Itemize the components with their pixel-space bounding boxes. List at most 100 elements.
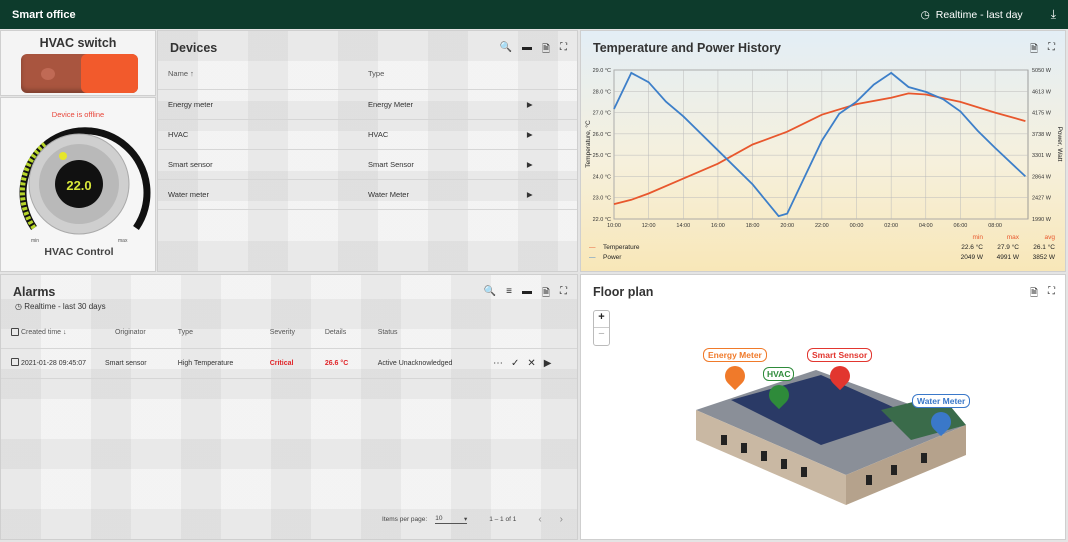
marker-smart-sensor[interactable]: Smart Sensor [807,348,873,391]
building-image [696,370,966,505]
table-row[interactable]: HVAC HVAC ▶ [158,119,577,150]
legend-max-header: max [1006,234,1019,241]
marker-energy-meter[interactable]: Energy Meter [703,348,767,391]
legend-item-power[interactable]: — Power 2049 W 4991 W 3852 W [589,254,1055,261]
y-axis-label: Temperature, °C [584,120,592,168]
table-row[interactable]: Water meter Water Meter ▶ [158,179,577,210]
open-arrow-icon[interactable]: ▶ [516,179,577,210]
chart-svg: 10:00 12:00 14:00 16:00 18:00 20:00 22:00 00:00… [584,68,1063,229]
clock-icon[interactable]: ◷ [920,8,930,21]
search-icon[interactable]: 🔍 [499,42,512,53]
y2-tick-label: 4175 W [1032,111,1052,117]
columns-icon[interactable]: ▬ [521,286,532,297]
floor-plan-widget: Floor plan 🗎 ⛶ + − Energy Meter HVAC Smar… [580,274,1066,540]
hvac-control-widget: Device is offline 22.0 min max HVAC Cont… [0,97,156,272]
col-originator[interactable]: Originator [104,318,168,349]
x-tick-label: 06:00 [954,223,968,229]
y2-tick-label: 2427 W [1032,196,1052,202]
y2-tick-label: 2864 W [1032,174,1052,180]
col-severity[interactable]: Severity [259,318,315,349]
y-tick-label: 23.0 °C [593,196,611,202]
y2-tick-label: 5050 W [1032,68,1052,74]
devices-title: Devices [170,41,218,55]
page-size-select[interactable]: 10 ▾ [435,515,468,524]
y2-tick-label: 3301 W [1032,153,1052,159]
floor-plan-title: Floor plan [593,285,654,299]
more-icon[interactable]: ⋯ [493,357,511,369]
x-tick-label: 04:00 [919,223,933,229]
zoom-controls: + − [593,310,610,346]
zoom-in-button[interactable]: + [594,311,609,328]
y2-tick-label: 3738 W [1032,132,1052,138]
legend-item-temperature[interactable]: — Temperature 22.6 °C 27.9 °C 26.1 °C [589,244,1055,251]
columns-icon[interactable]: ▬ [521,42,532,53]
export-icon[interactable]: 🗎 [1029,288,1038,299]
top-bar: Smart office ◷ Realtime - last day ⤓ [0,0,1068,29]
col-name[interactable]: Name ↑ [158,59,358,90]
y-tick-label: 26.0 °C [593,132,611,138]
timewindow-button[interactable]: Realtime - last day [935,8,1023,21]
clock-icon: ◷ [15,302,22,311]
export-icon[interactable]: 🗎 [541,288,550,299]
next-page-button[interactable]: › [559,514,563,525]
table-row[interactable]: Smart sensor Smart Sensor ▶ [158,149,577,180]
lightning-icon [720,361,750,391]
hvac-switch-widget: HVAC switch [0,30,156,96]
zoom-out-button[interactable]: − [598,328,605,340]
legend-avg-header: avg [1044,234,1055,241]
x-tick-label: 14:00 [676,223,690,229]
open-arrow-icon[interactable]: ▶ [516,119,577,150]
marker-hvac[interactable]: HVAC [763,367,795,410]
open-arrow-icon[interactable]: ▶ [543,357,560,369]
fullscreen-icon[interactable]: ⛶ [1048,42,1055,53]
marker-water-meter[interactable]: Water Meter [912,394,971,437]
dial-min-label: min [31,238,40,244]
series-line-power [613,71,1027,218]
chart-title: Temperature and Power History [593,41,782,55]
hvac-switch-title: HVAC switch [39,36,117,50]
x-tick-label: 02:00 [884,223,898,229]
dashboard-title: Smart office [12,8,76,21]
clear-icon[interactable]: ✕ [527,357,544,369]
open-arrow-icon[interactable]: ▶ [516,149,577,180]
alarms-table: Created time ↓ Originator Type Severity … [1,318,577,379]
col-type[interactable]: Type [358,59,517,90]
table-row[interactable]: Energy meter Energy Meter ▶ [158,89,577,120]
fullscreen-icon[interactable]: ⛶ [560,286,567,297]
download-icon[interactable]: ⤓ [1050,7,1056,21]
select-all-checkbox[interactable] [11,327,19,336]
col-type[interactable]: Type [167,318,260,349]
hvac-knob[interactable] [1,116,156,256]
table-row[interactable]: 2021-01-28 09:45:07 Smart sensor High Te… [1,348,577,379]
search-icon[interactable]: 🔍 [483,286,497,297]
alarms-widget: Alarms ◷ Realtime - last 30 days 🔍 ≡ ▬ 🗎 ⛶ C… [0,274,578,540]
open-arrow-icon[interactable]: ▶ [516,89,577,120]
acknowledge-icon[interactable]: ✓ [511,357,528,369]
x-tick-label: 12:00 [642,223,656,229]
history-chart-widget: Temperature and Power History 🗎 ⛶ 10:00 12… [580,30,1066,272]
y-tick-label: 25.0 °C [593,153,611,159]
filter-icon[interactable]: ≡ [506,286,512,297]
fullscreen-icon[interactable]: ⛶ [1048,286,1055,297]
col-created-time[interactable]: Created time ↓ [21,318,105,349]
y-tick-label: 24.0 °C [593,174,611,180]
fan-icon [764,380,793,410]
hvac-control-title: HVAC Control [44,246,114,258]
export-icon[interactable]: 🗎 [1029,44,1038,55]
row-checkbox[interactable] [11,358,19,366]
y-tick-label: 29.0 °C [593,68,611,74]
switch-knob [81,54,138,93]
knob-indicator-dot [59,152,67,160]
col-status[interactable]: Status [367,318,483,349]
prev-page-button[interactable]: ‹ [538,514,542,525]
x-tick-label: 18:00 [746,223,760,229]
x-tick-label: 08:00 [988,223,1002,229]
export-icon[interactable]: 🗎 [541,44,550,55]
col-details[interactable]: Details [314,318,368,349]
fullscreen-icon[interactable]: ⛶ [560,42,567,53]
hvac-value: 22.0 [66,178,92,193]
alarms-timewindow[interactable]: ◷ Realtime - last 30 days [15,302,106,311]
hvac-switch-toggle[interactable] [21,54,138,93]
y2-axis-label: Power, Watt [1056,127,1063,162]
y-tick-label: 22.0 °C [593,217,611,223]
